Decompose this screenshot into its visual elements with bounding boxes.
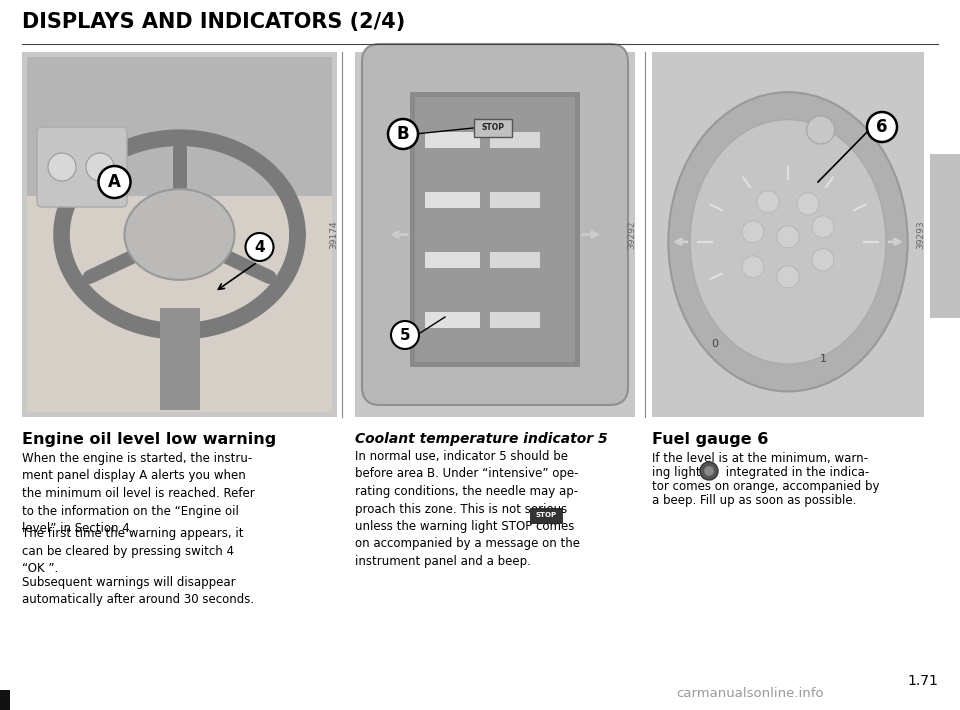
Circle shape xyxy=(757,191,779,213)
Text: The first time the warning appears, it
can be cleared by pressing switch 4
“OK ”: The first time the warning appears, it c… xyxy=(22,528,244,576)
Text: 1: 1 xyxy=(820,354,827,364)
Circle shape xyxy=(867,112,897,142)
Bar xyxy=(355,52,635,417)
Circle shape xyxy=(797,193,819,215)
Bar xyxy=(490,132,540,148)
Text: Fuel gauge 6: Fuel gauge 6 xyxy=(652,432,768,447)
Text: 5: 5 xyxy=(399,327,410,342)
Bar xyxy=(22,52,337,417)
Circle shape xyxy=(704,466,714,476)
Bar xyxy=(415,97,575,362)
Text: ing light: ing light xyxy=(652,466,701,479)
Circle shape xyxy=(391,321,419,349)
Circle shape xyxy=(812,216,834,238)
Text: 6: 6 xyxy=(876,118,888,136)
Bar xyxy=(159,307,200,410)
Circle shape xyxy=(99,166,131,198)
Ellipse shape xyxy=(690,119,886,364)
Circle shape xyxy=(246,233,274,261)
Bar xyxy=(425,192,480,208)
Text: When the engine is started, the instru-
ment panel display A alerts you when
the: When the engine is started, the instru- … xyxy=(22,452,254,535)
Text: STOP: STOP xyxy=(536,512,557,518)
Text: B: B xyxy=(396,125,409,143)
FancyBboxPatch shape xyxy=(362,44,628,405)
Text: tor comes on orange, accompanied by: tor comes on orange, accompanied by xyxy=(652,480,879,493)
Circle shape xyxy=(700,462,718,480)
Text: 39174: 39174 xyxy=(329,220,339,248)
Bar xyxy=(27,196,332,412)
Text: Engine oil level low warning: Engine oil level low warning xyxy=(22,432,276,447)
FancyBboxPatch shape xyxy=(474,119,512,137)
Text: 39293: 39293 xyxy=(917,220,925,248)
Text: 39292: 39292 xyxy=(628,220,636,248)
Bar xyxy=(425,132,480,148)
Circle shape xyxy=(48,153,76,181)
Circle shape xyxy=(806,116,834,144)
Circle shape xyxy=(86,153,114,181)
Text: integrated in the indica-: integrated in the indica- xyxy=(722,466,869,479)
Text: A: A xyxy=(108,173,121,191)
Text: STOP: STOP xyxy=(482,124,505,133)
Text: 1.71: 1.71 xyxy=(907,674,938,688)
Text: carmanualsonline.info: carmanualsonline.info xyxy=(676,687,824,700)
Bar xyxy=(0,690,10,710)
Text: If the level is at the minimum, warn-: If the level is at the minimum, warn- xyxy=(652,452,868,465)
Circle shape xyxy=(777,266,799,288)
Circle shape xyxy=(777,226,799,248)
Bar xyxy=(490,192,540,208)
Text: 4: 4 xyxy=(254,239,265,254)
Bar xyxy=(425,252,480,268)
Circle shape xyxy=(742,221,764,243)
Bar xyxy=(490,312,540,328)
Bar xyxy=(410,92,580,367)
Text: Subsequent warnings will disappear
automatically after around 30 seconds.: Subsequent warnings will disappear autom… xyxy=(22,576,254,606)
Text: DISPLAYS AND INDICATORS (2/4): DISPLAYS AND INDICATORS (2/4) xyxy=(22,12,405,32)
FancyBboxPatch shape xyxy=(530,508,562,523)
Circle shape xyxy=(742,256,764,278)
Ellipse shape xyxy=(125,189,234,280)
Circle shape xyxy=(388,119,418,149)
Ellipse shape xyxy=(668,92,908,391)
Text: Coolant temperature indicator 5: Coolant temperature indicator 5 xyxy=(355,432,608,446)
Text: In normal use, indicator 5 should be
before area B. Under “intensive” ope-
ratin: In normal use, indicator 5 should be bef… xyxy=(355,450,580,568)
Bar xyxy=(425,312,480,328)
Bar xyxy=(930,154,960,319)
Bar xyxy=(652,52,924,417)
Bar xyxy=(27,57,332,196)
FancyBboxPatch shape xyxy=(37,127,127,207)
Text: 0: 0 xyxy=(711,339,718,349)
Circle shape xyxy=(812,248,834,271)
Text: a beep. Fill up as soon as possible.: a beep. Fill up as soon as possible. xyxy=(652,494,856,507)
Bar xyxy=(490,252,540,268)
